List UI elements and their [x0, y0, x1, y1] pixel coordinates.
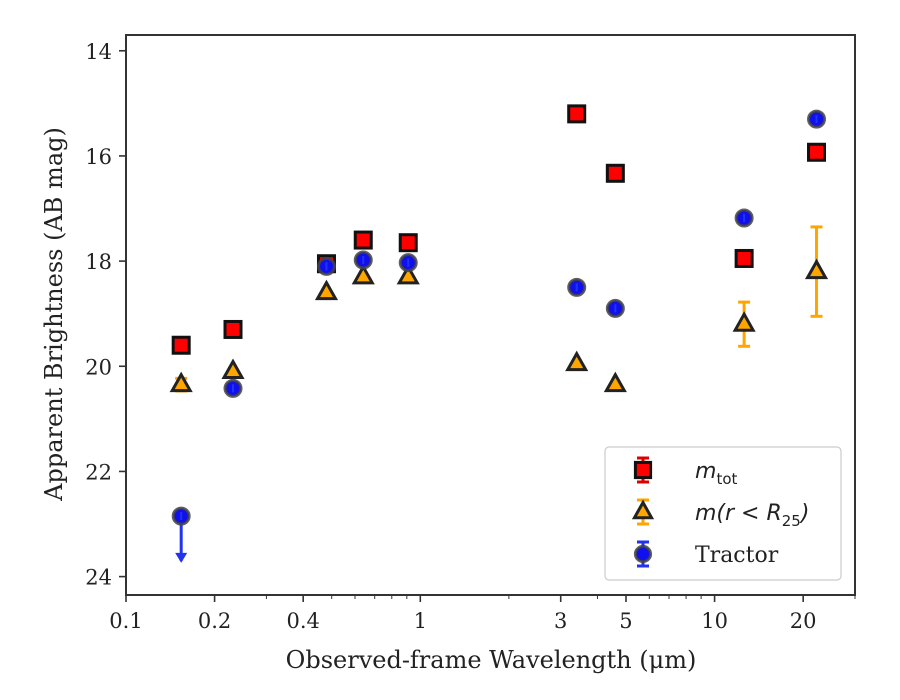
mtot-point	[223, 319, 243, 339]
legend: mtot m(r < R25) Tractor	[604, 446, 842, 581]
mtot-point	[171, 335, 191, 355]
plot-frame	[125, 34, 856, 596]
x-tick-label: 10	[701, 609, 728, 633]
x-tick-label: 20	[790, 609, 817, 633]
mr25-point	[221, 358, 245, 380]
axes: 0.1 0.2 0.4 1 3 5 10 20 14 16 18 20 22 24	[85, 34, 856, 633]
legend-marker-square	[633, 460, 653, 480]
mr25-point	[603, 371, 627, 393]
series-triangle	[169, 225, 829, 393]
y-tick-label: 24	[85, 566, 112, 590]
y-tick-label: 18	[85, 250, 112, 274]
x-tick-label: 3	[554, 609, 567, 633]
x-axis-label: Observed-frame Wavelength (μm)	[286, 646, 697, 674]
y-tick-label: 14	[85, 40, 112, 64]
mr25-point	[396, 263, 420, 285]
mtot-point	[353, 230, 373, 250]
x-tick-label: 5	[619, 609, 632, 633]
series-square	[171, 104, 827, 355]
mr25-point	[169, 371, 193, 393]
mtot-point	[734, 248, 754, 268]
x-tick-label: 0.2	[198, 609, 231, 633]
arrow-head	[175, 552, 188, 563]
mtot-point	[807, 142, 827, 162]
y-tick-label: 16	[85, 145, 112, 169]
x-tick-label: 0.4	[286, 609, 319, 633]
legend-marker-triangle	[631, 499, 655, 520]
series-circle	[171, 109, 827, 563]
mtot-point	[567, 104, 587, 124]
x-tick-label: 0.1	[109, 609, 142, 633]
mtot-point	[605, 163, 625, 183]
y-axis-label: Apparent Brightness (AB mag)	[40, 127, 68, 502]
legend-label: mtot	[695, 459, 737, 488]
plot-area	[169, 104, 829, 563]
legend-label: m(r < R25)	[695, 501, 809, 530]
x-tick-label: 1	[414, 609, 427, 633]
mr25-point	[565, 350, 589, 372]
mr25-point	[314, 279, 339, 301]
y-tick-label: 20	[85, 355, 112, 379]
legend-box	[604, 446, 842, 581]
legend-entry: mtot	[633, 456, 737, 488]
mr25-point	[804, 258, 829, 280]
mr25-point	[732, 311, 756, 332]
y-tick-label: 22	[85, 460, 112, 484]
legend-marker-circle	[633, 544, 653, 564]
legend-entry: m(r < R25)	[631, 498, 809, 530]
legend-entry: Tractor	[633, 540, 779, 568]
mr25-point	[351, 263, 375, 285]
legend-label: Tractor	[695, 543, 779, 568]
mtot-point	[398, 233, 418, 253]
